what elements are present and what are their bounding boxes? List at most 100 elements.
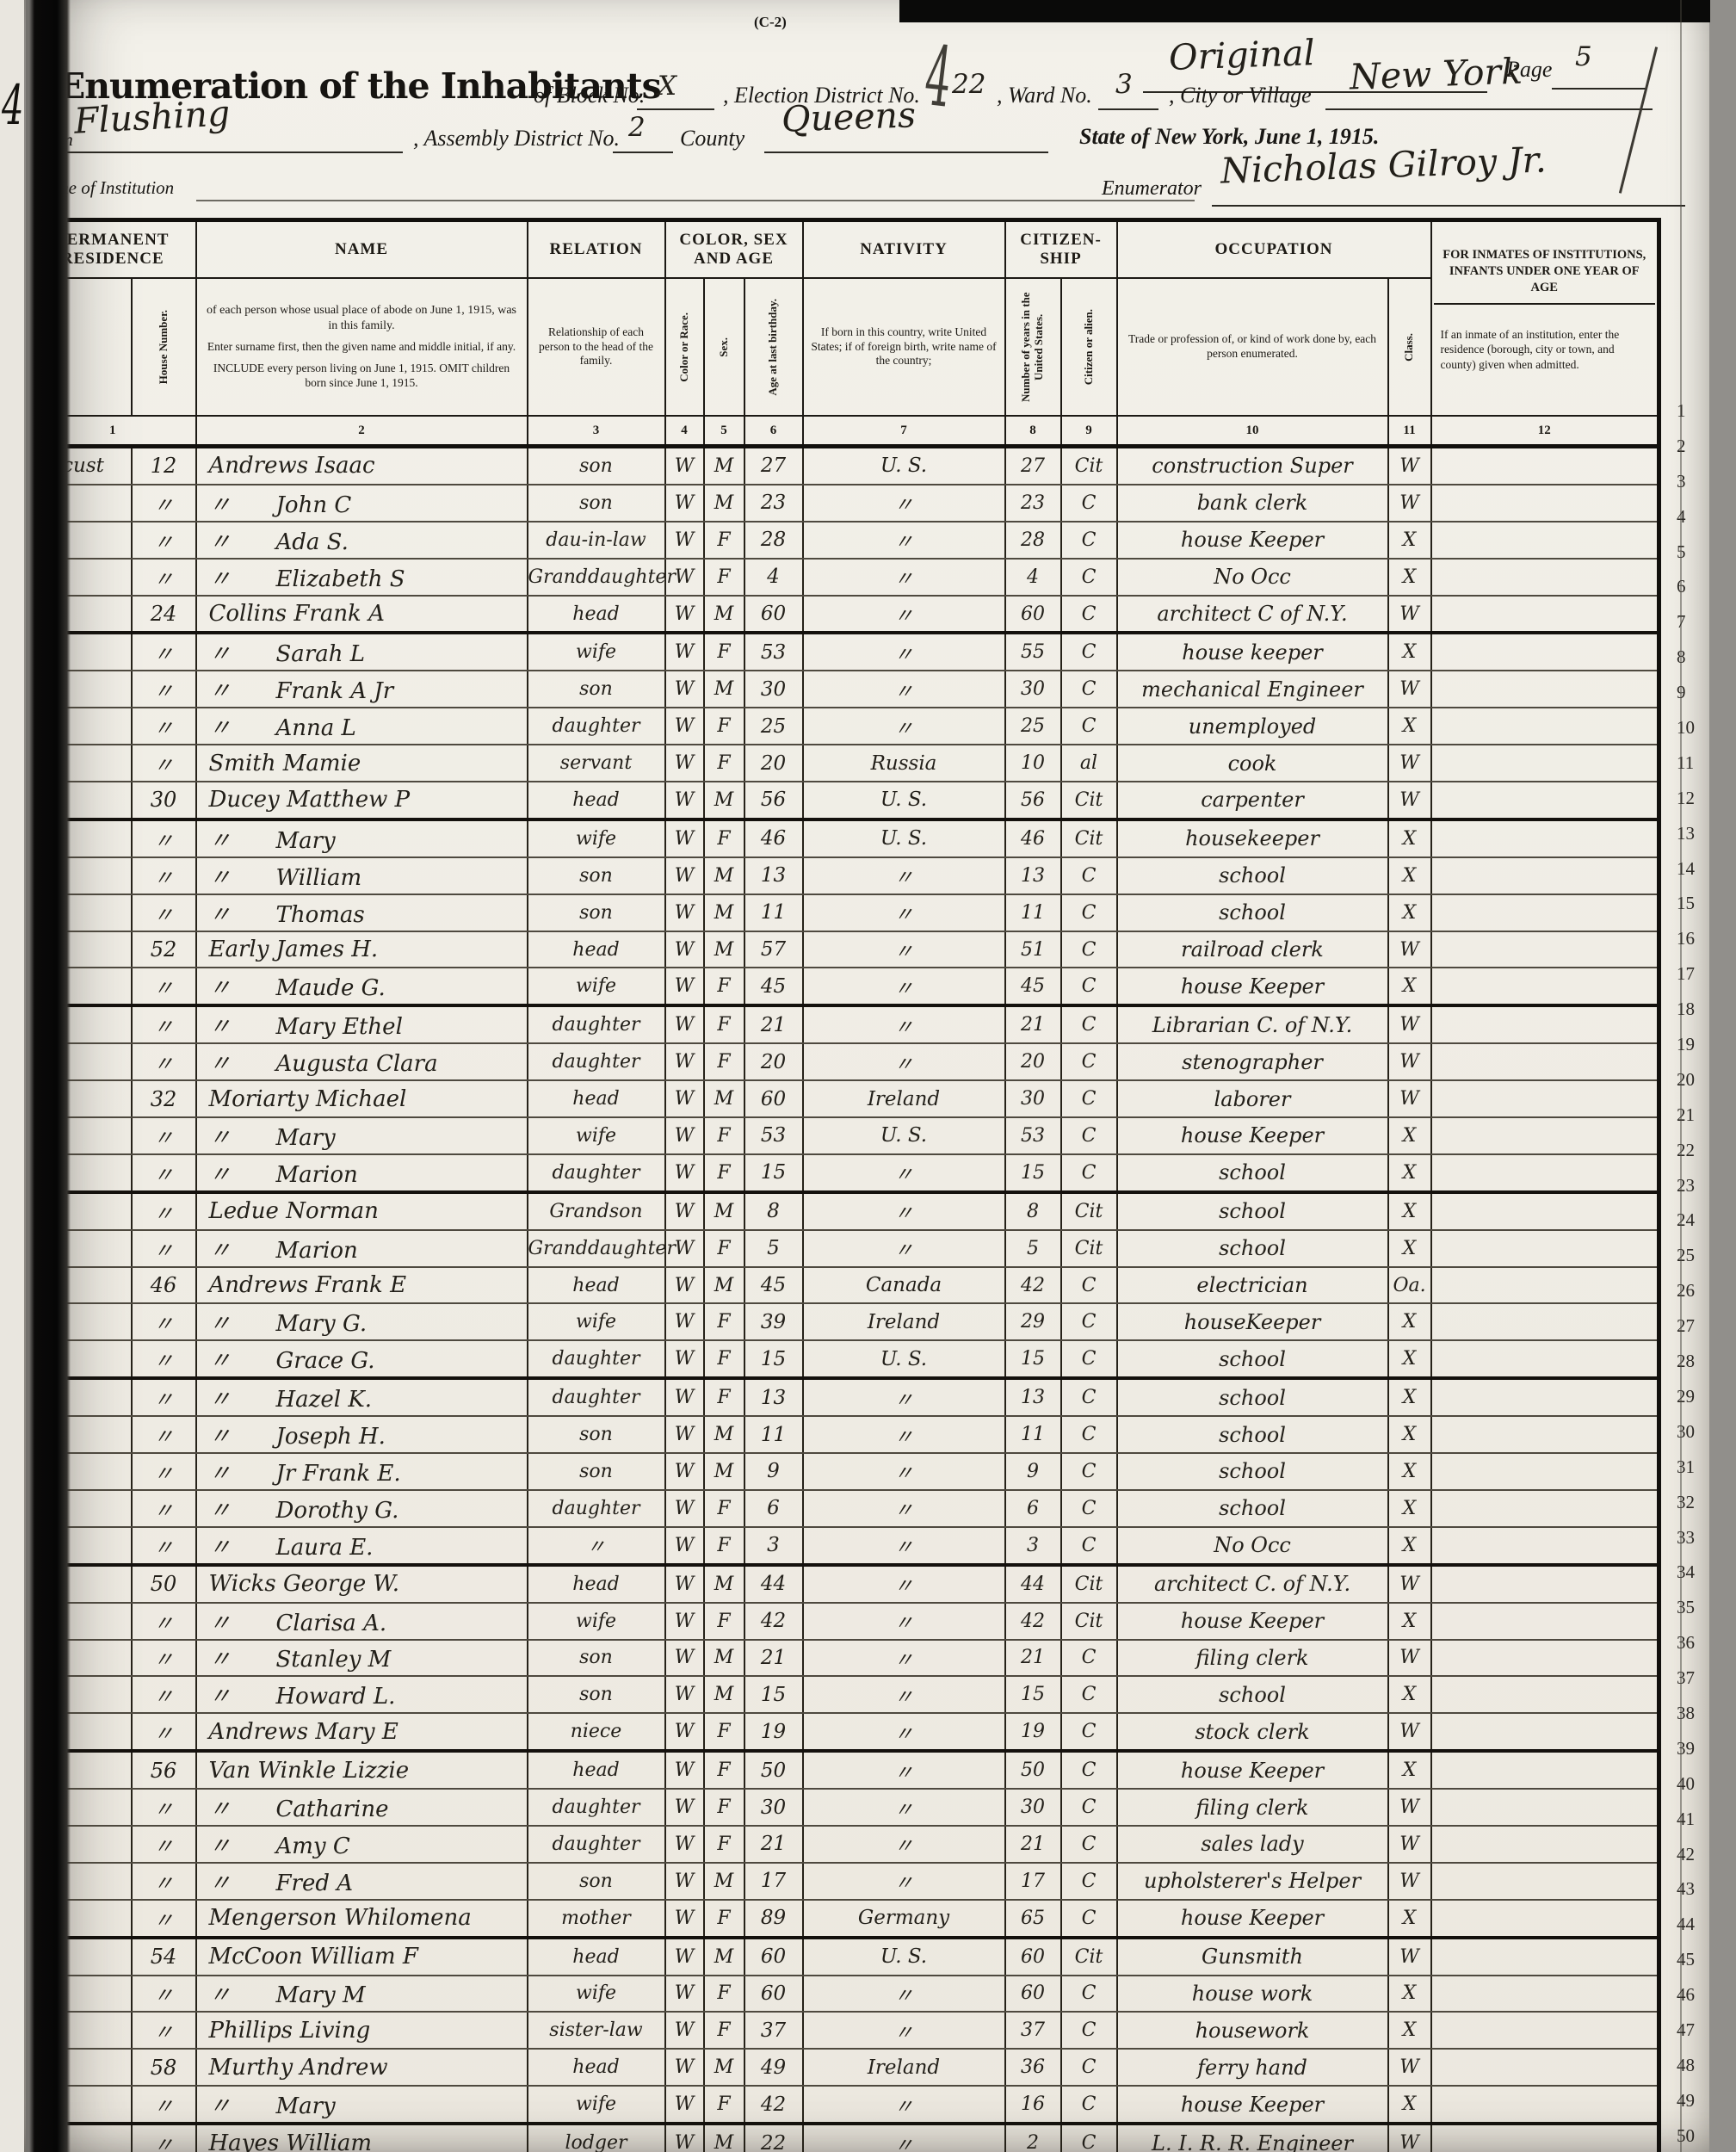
cell: head	[526, 1080, 666, 1119]
cell	[1430, 1862, 1660, 1901]
cell: X	[1387, 1340, 1432, 1381]
cell: 60	[743, 1080, 804, 1119]
cell: 3	[743, 1526, 804, 1567]
cell: son	[526, 856, 666, 895]
cell: X	[1387, 968, 1432, 1008]
cell: F	[702, 1229, 745, 1268]
cell	[1430, 1043, 1660, 1082]
cell: 30	[1004, 1789, 1062, 1827]
cell: W	[664, 521, 705, 560]
cell: F	[702, 633, 745, 672]
cell	[1430, 1229, 1660, 1268]
cell: 4	[743, 558, 804, 597]
cell: Librarian C. of N.Y.	[1115, 1005, 1389, 1045]
cell: W	[664, 1489, 705, 1528]
cell	[1430, 1303, 1660, 1342]
cell: Andrews Isaac	[195, 446, 528, 485]
cell: C	[1060, 521, 1118, 560]
cell: 60	[1004, 1937, 1062, 1976]
cell: C	[1060, 1825, 1118, 1864]
cell: C	[1060, 2012, 1118, 2050]
cell	[1430, 1378, 1660, 1418]
cell: 60	[1004, 595, 1062, 635]
header-class: Class.	[1387, 277, 1432, 417]
cell: 15	[743, 1340, 804, 1381]
cell: W	[664, 1676, 705, 1715]
cell	[1430, 1676, 1660, 1715]
cell: F	[702, 1043, 745, 1082]
cell	[1430, 1937, 1660, 1976]
cell: 〃	[130, 1416, 197, 1455]
cell: 27	[743, 446, 804, 485]
cell: W	[1387, 595, 1432, 635]
cell	[1430, 671, 1660, 709]
cell: head	[526, 782, 666, 821]
cell: Phillips Living	[195, 2012, 528, 2050]
cell	[1430, 1602, 1660, 1641]
colnum-7: 7	[801, 415, 1006, 448]
cell: C	[1060, 1899, 1118, 1939]
cell: F	[702, 1526, 745, 1567]
cell: 〃	[801, 1564, 1006, 1604]
cell: sales lady	[1115, 1825, 1389, 1864]
cell: house keeper	[1115, 633, 1389, 672]
cell: 〃	[801, 1043, 1006, 1082]
row-number: 29	[1677, 1385, 1695, 1407]
cell: 〃 Mary	[195, 1117, 528, 1155]
cell: F	[702, 1489, 745, 1528]
cell: X	[1387, 1602, 1432, 1641]
cell: wife	[526, 1975, 666, 2013]
cell: C	[1060, 2049, 1118, 2087]
class-vertical-label: Class.	[1402, 332, 1416, 362]
cell: W	[664, 1229, 705, 1268]
cell: 45	[743, 968, 804, 1008]
cell: 〃 Fred A	[195, 1862, 528, 1901]
cell: C	[1060, 1862, 1118, 1901]
cell: W	[664, 558, 705, 597]
cell: 〃 Amy C	[195, 1825, 528, 1864]
cell: 〃	[801, 1526, 1006, 1567]
form-code: (C-2)	[754, 14, 787, 30]
cell: 〃 Grace G.	[195, 1340, 528, 1381]
cell: 〃	[801, 1489, 1006, 1528]
cell	[1430, 2012, 1660, 2050]
row-number: 24	[1677, 1209, 1695, 1231]
row-number: 41	[1677, 1808, 1695, 1829]
colnum-4: 4	[664, 415, 705, 448]
row-number: 3	[1671, 464, 1714, 499]
cell	[1430, 708, 1660, 746]
cell: 23	[1004, 484, 1062, 523]
cell: Moriarty Michael	[195, 1080, 528, 1119]
row-number: 31	[1677, 1456, 1695, 1477]
cell: C	[1060, 595, 1118, 635]
cell: F	[702, 1153, 745, 1194]
header-color-sex-age: COLOR, SEX AND AGE	[664, 219, 804, 279]
cell: 〃 Clarisa A.	[195, 1602, 528, 1641]
cell: house Keeper	[1115, 521, 1389, 560]
cell: 〃 Thomas	[195, 894, 528, 932]
cell: 〃 Joseph H.	[195, 1416, 528, 1455]
cell: 〃	[801, 2086, 1006, 2126]
institution-underline	[196, 200, 1195, 201]
cell: W	[664, 595, 705, 635]
cell	[1430, 2124, 1660, 2152]
cell: Cit	[1060, 446, 1118, 485]
cell: W	[1387, 1789, 1432, 1827]
cell: 37	[1004, 2012, 1062, 2050]
cell: 〃	[801, 1639, 1006, 1678]
district-label: , Election District No.	[723, 83, 920, 108]
row-number: 19	[1677, 1034, 1695, 1055]
cell: W	[664, 782, 705, 821]
cell: 〃	[801, 708, 1006, 746]
city-label: , City or Village	[1169, 83, 1312, 108]
cell: 〃 Mary	[195, 819, 528, 858]
cell: W	[1387, 1080, 1432, 1119]
cell: 〃	[130, 1862, 197, 1901]
